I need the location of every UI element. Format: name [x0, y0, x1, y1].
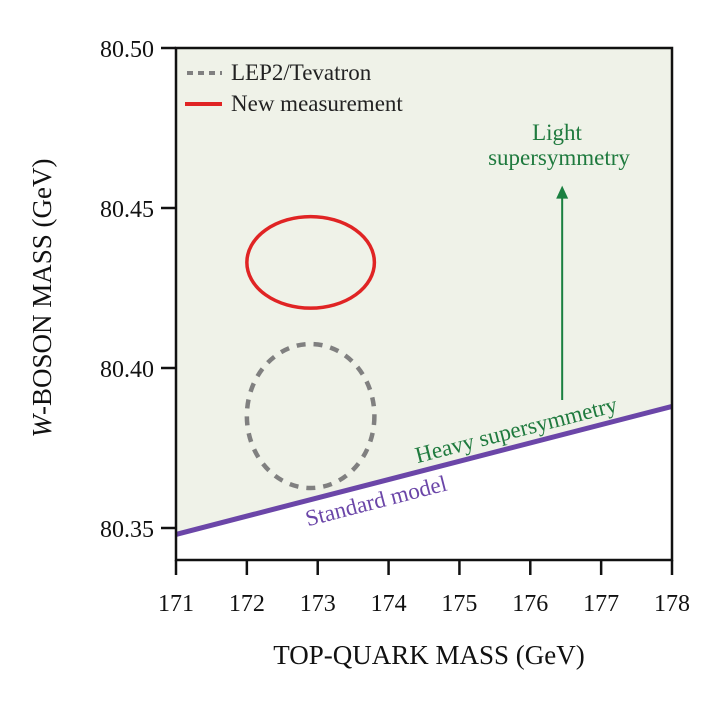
- annotation-light-supersymmetry-line2: supersymmetry: [488, 145, 630, 170]
- x-tick-label: 171: [158, 591, 194, 617]
- ellipse-lep2-tevatron: [244, 341, 377, 491]
- plot-area: [176, 48, 672, 560]
- ellipse-new-measurement: [245, 214, 377, 310]
- legend-label-new-measurement: New measurement: [231, 91, 403, 116]
- standard-model-line: [175, 403, 673, 537]
- legend: LEP2/Tevatron New measurement: [185, 60, 403, 116]
- annotation-light-supersymmetry-line1: Light: [532, 120, 582, 145]
- legend-label-lep2-tevatron: LEP2/Tevatron: [231, 60, 372, 85]
- y-tick-label: 80.50: [100, 37, 154, 63]
- y-tick-label: 80.35: [100, 517, 154, 543]
- x-axis-label: TOP-QUARK MASS (GeV): [273, 640, 585, 670]
- y-axis-label-rest: -BOSON MASS (GeV): [27, 158, 57, 415]
- x-tick-label: 178: [654, 591, 690, 617]
- y-axis-label-italic: W: [27, 413, 57, 438]
- x-tick-label: 177: [583, 591, 619, 617]
- x-tick-label: 176: [512, 591, 548, 617]
- arrow-up-icon: [556, 185, 569, 199]
- supersymmetry-shaded-region: [176, 48, 672, 535]
- y-tick-label: 80.40: [100, 357, 154, 383]
- y-tick-label: 80.45: [100, 197, 154, 223]
- x-tick-label: 173: [300, 591, 336, 617]
- y-axis-label: W-BOSON MASS (GeV): [27, 158, 57, 437]
- x-tick-label: 175: [441, 591, 477, 617]
- plot-frame: [174, 46, 674, 562]
- x-tick-label: 172: [229, 591, 265, 617]
- x-tick-label: 174: [371, 591, 407, 617]
